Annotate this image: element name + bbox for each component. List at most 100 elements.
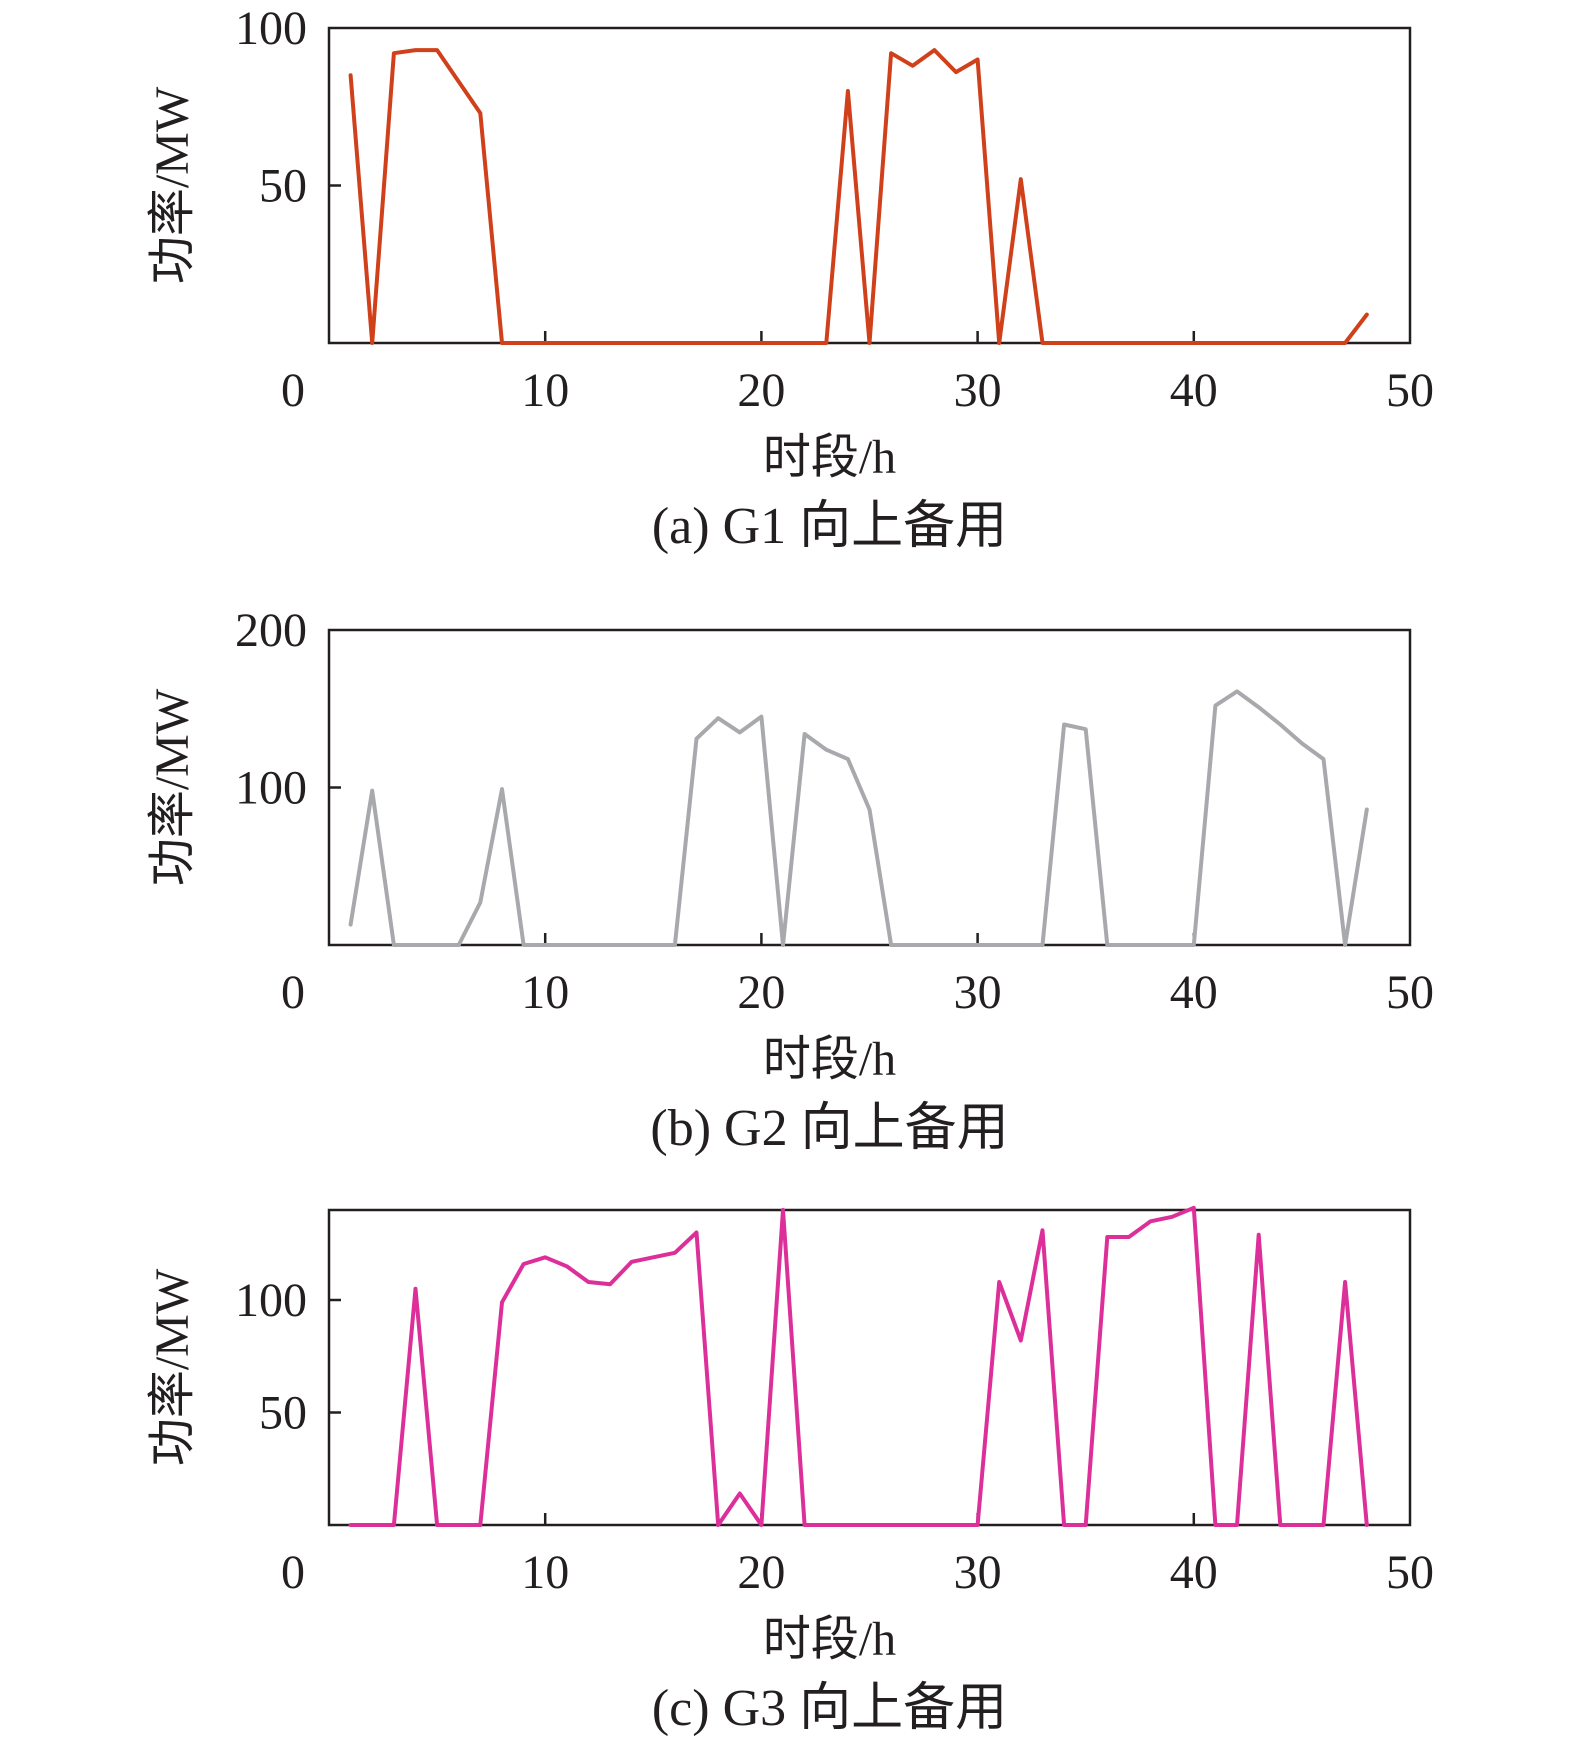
data-point xyxy=(673,341,677,345)
data-point xyxy=(608,943,612,947)
data-point xyxy=(651,1255,655,1259)
data-point xyxy=(716,1523,720,1527)
data-point xyxy=(824,748,828,752)
data-point xyxy=(932,48,936,52)
panel-caption: (b) G2 向上备用 xyxy=(650,1100,1008,1157)
data-point xyxy=(1257,705,1261,709)
data-point xyxy=(1019,1339,1023,1343)
data-point xyxy=(1170,1215,1174,1219)
data-point xyxy=(1040,1228,1044,1232)
data-point xyxy=(846,757,850,761)
x-axis-title: 时段/h xyxy=(763,431,896,484)
data-point xyxy=(716,716,720,720)
data-point xyxy=(1300,341,1304,345)
y-axis-title: 功率/MW xyxy=(146,86,199,284)
data-point xyxy=(695,1231,699,1235)
data-point xyxy=(997,1280,1001,1284)
data-point xyxy=(803,1523,807,1527)
data-point xyxy=(1343,341,1347,345)
x-tick-label: 30 xyxy=(954,364,1002,417)
data-point xyxy=(1105,341,1109,345)
data-point xyxy=(911,1523,915,1527)
data-point xyxy=(1084,1523,1088,1527)
data-point xyxy=(954,70,958,74)
data-point xyxy=(954,1523,958,1527)
data-point xyxy=(911,64,915,68)
x-tick-label: 40 xyxy=(1170,966,1218,1019)
data-point xyxy=(889,1523,893,1527)
data-point xyxy=(759,1523,763,1527)
data-point xyxy=(1062,1523,1066,1527)
x-tick-label: 30 xyxy=(954,966,1002,1019)
data-point xyxy=(1019,943,1023,947)
y-tick-labels: 50 100 xyxy=(235,1274,307,1440)
x-tick-label: 20 xyxy=(737,966,785,1019)
data-point xyxy=(1170,943,1174,947)
data-point xyxy=(1300,1523,1304,1527)
data-point xyxy=(911,943,915,947)
data-point xyxy=(868,341,872,345)
panel-c-g3: 0 10 20 30 40 50 50 100 时段/h 功率/MW (c) G3 向上备用 xyxy=(146,1205,1434,1737)
x-tick-label: 50 xyxy=(1386,364,1434,417)
data-point xyxy=(738,341,742,345)
data-point xyxy=(803,341,807,345)
data-point xyxy=(738,1492,742,1496)
tick-marks xyxy=(329,1298,1196,1525)
data-point xyxy=(586,1280,590,1284)
data-point xyxy=(868,808,872,812)
x-tick-label: 10 xyxy=(521,1546,569,1599)
data-point xyxy=(997,341,1001,345)
data-point xyxy=(1365,313,1369,317)
data-point xyxy=(565,341,569,345)
data-point xyxy=(1235,689,1239,693)
data-point xyxy=(1019,177,1023,181)
series-line xyxy=(348,48,1369,345)
panel-caption: (c) G3 向上备用 xyxy=(652,1680,1007,1737)
data-point xyxy=(1213,704,1217,708)
data-point xyxy=(1257,341,1261,345)
y-tick-labels: 50 100 xyxy=(235,2,307,213)
x-tick-labels: 0 10 20 30 40 50 xyxy=(281,1546,1434,1599)
data-point xyxy=(630,943,634,947)
data-point xyxy=(370,341,374,345)
data-point xyxy=(846,1523,850,1527)
data-point xyxy=(1105,943,1109,947)
data-point xyxy=(478,111,482,115)
data-point xyxy=(608,341,612,345)
data-point xyxy=(976,58,980,62)
data-point xyxy=(457,1523,461,1527)
data-point xyxy=(565,1264,569,1268)
x-tick-labels: 0 10 20 30 40 50 xyxy=(281,966,1434,1019)
data-point xyxy=(1062,723,1066,727)
data-point xyxy=(630,341,634,345)
data-point xyxy=(824,1523,828,1527)
data-point xyxy=(716,341,720,345)
data-point xyxy=(1127,1235,1131,1239)
x-axis-title: 时段/h xyxy=(763,1613,896,1666)
data-point xyxy=(1192,1206,1196,1210)
tick-marks xyxy=(329,786,1196,945)
panel-b-g2: 0 10 20 30 40 50 100 200 时段/h 功率/MW (b) G2 向上备… xyxy=(146,604,1434,1157)
data-point xyxy=(478,1523,482,1527)
data-point xyxy=(695,341,699,345)
y-tick-label: 100 xyxy=(235,1274,307,1327)
data-point xyxy=(759,715,763,719)
data-point xyxy=(803,732,807,736)
y-tick-label: 100 xyxy=(235,2,307,55)
data-point xyxy=(630,1260,634,1264)
data-point xyxy=(1322,1523,1326,1527)
data-point xyxy=(781,1208,785,1212)
data-point xyxy=(673,943,677,947)
series-group xyxy=(348,689,1369,947)
x-tick-labels: 0 10 20 30 40 50 xyxy=(281,364,1434,417)
data-point xyxy=(1170,341,1174,345)
data-point xyxy=(435,48,439,52)
data-point xyxy=(1322,341,1326,345)
data-point xyxy=(1343,943,1347,947)
data-point xyxy=(370,1523,374,1527)
data-point xyxy=(1149,943,1153,947)
y-tick-labels: 100 200 xyxy=(235,604,307,815)
y-axis-title: 功率/MW xyxy=(146,688,199,886)
series-line xyxy=(348,689,1369,947)
